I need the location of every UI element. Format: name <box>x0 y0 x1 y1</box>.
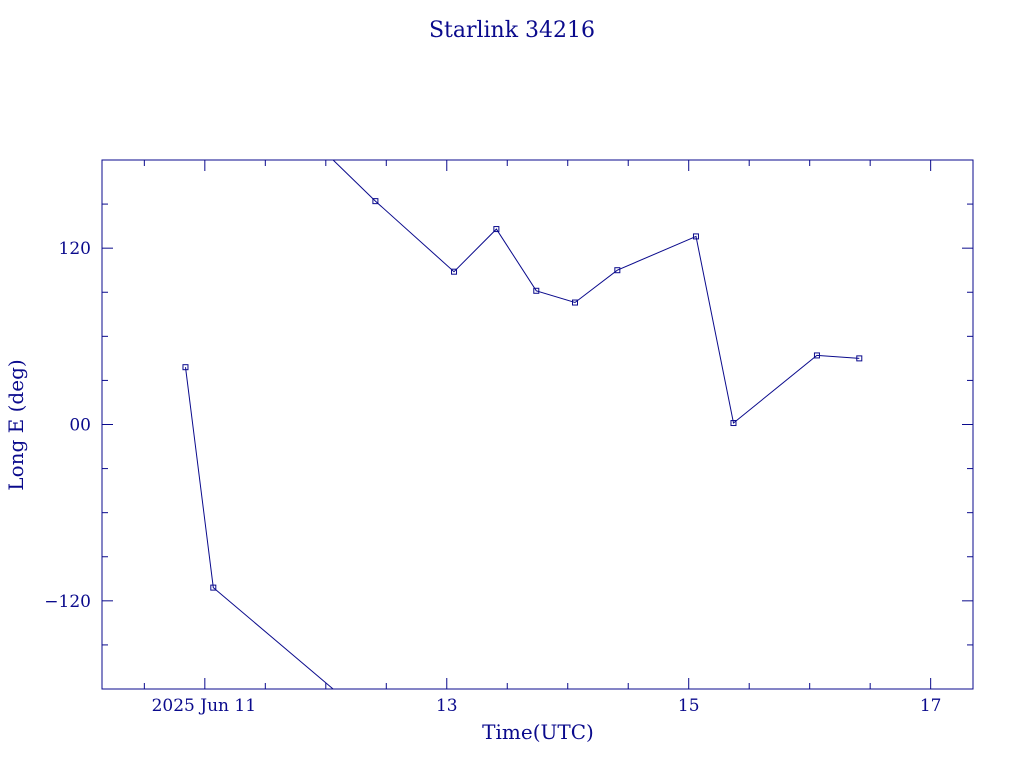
data-point <box>533 287 540 294</box>
y-tick-labels: 120 00 −120 <box>44 239 91 612</box>
x-tick-label: 17 <box>920 696 942 716</box>
data-point <box>572 299 579 306</box>
axis-ticks <box>102 160 973 689</box>
series-line-segment-1 <box>185 367 334 690</box>
data-point <box>493 226 500 233</box>
x-axis-label: Time(UTC) <box>482 720 594 744</box>
y-axis-label: Long E (deg) <box>4 359 28 490</box>
data-point <box>451 268 458 275</box>
data-point <box>692 233 699 240</box>
x-tick-labels: 2025 Jun 11 13 15 17 <box>152 696 942 716</box>
data-point <box>614 267 621 274</box>
y-tick-label: 00 <box>69 416 91 436</box>
series-line-segment-2 <box>332 159 860 424</box>
x-tick-label: 2025 Jun 11 <box>152 696 256 716</box>
data-point <box>372 198 379 205</box>
data-point <box>730 420 737 427</box>
series-markers <box>182 198 863 591</box>
data-point <box>856 355 863 362</box>
y-tick-label: 120 <box>59 239 91 259</box>
x-tick-label: 15 <box>678 696 700 716</box>
x-tick-label: 13 <box>436 696 458 716</box>
y-tick-label: −120 <box>44 592 91 612</box>
series-lines <box>185 159 860 690</box>
chart-title: Starlink 34216 <box>429 18 595 43</box>
plot-frame <box>101 159 974 690</box>
data-point <box>182 364 189 371</box>
data-point <box>813 352 820 359</box>
data-point <box>210 584 217 591</box>
